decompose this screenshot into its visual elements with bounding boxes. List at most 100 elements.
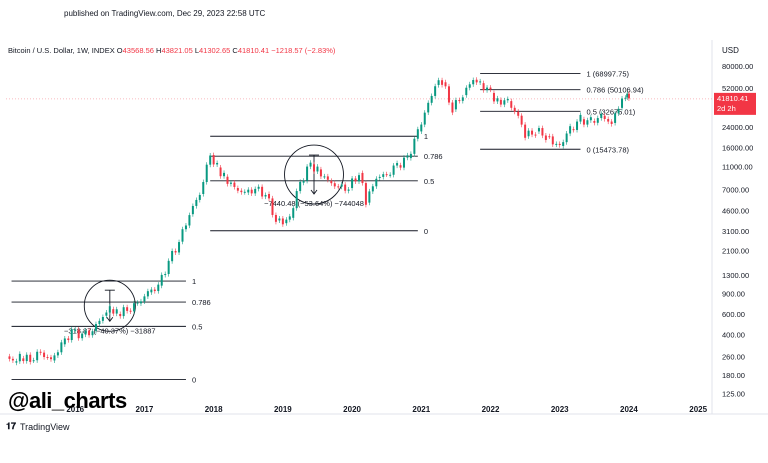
low-key: L xyxy=(194,46,200,55)
candle-body xyxy=(108,306,111,313)
candle-body xyxy=(461,97,464,101)
candle-body xyxy=(171,251,174,262)
candle-body xyxy=(53,355,56,361)
candle-body xyxy=(416,129,419,139)
candle-body xyxy=(167,260,170,275)
candle-body xyxy=(209,155,212,165)
candle-body xyxy=(551,136,554,145)
candle-body xyxy=(164,274,167,276)
candle-body xyxy=(586,120,589,125)
candle-body xyxy=(579,114,582,122)
open-value: 43568.56 xyxy=(122,46,154,55)
close-value: 41810.41 xyxy=(237,46,270,55)
candle-body xyxy=(60,342,63,353)
price-tick-label: 125.00 xyxy=(722,390,745,399)
currency-label: USD xyxy=(722,46,739,55)
candle-body xyxy=(582,119,585,125)
candle-body xyxy=(472,80,475,85)
candle-body xyxy=(558,143,561,146)
candle-body xyxy=(392,165,395,175)
bar-countdown: 2d 2h xyxy=(717,104,736,113)
symbol-name: Bitcoin / U.S. Dollar, 1W, INDEX xyxy=(8,46,115,55)
candle-body xyxy=(150,289,153,293)
candle-body xyxy=(25,354,28,362)
fib-level-label: 0.786 (50106.94) xyxy=(586,86,644,95)
candle-body xyxy=(576,121,579,130)
price-tick-label: 600.00 xyxy=(722,310,745,319)
candle-body xyxy=(157,284,160,292)
candle-body xyxy=(413,138,416,154)
candle-body xyxy=(226,176,229,184)
published-caption: published on TradingView.com, Dec 29, 20… xyxy=(64,9,266,18)
candle-body xyxy=(531,130,534,135)
candle-body xyxy=(216,162,219,165)
candle-body xyxy=(281,218,284,225)
year-tick-label: 2022 xyxy=(482,405,500,414)
candle-body xyxy=(302,180,305,183)
candle-body xyxy=(465,87,468,96)
drop-measure-label: −7440.48 (−53.64%) −744048 xyxy=(264,199,364,208)
candle-body xyxy=(364,183,367,205)
fib-level-label: 0.5 (32675.01) xyxy=(586,107,635,116)
price-tick-label: 24000.00 xyxy=(722,123,753,132)
candle-body xyxy=(49,357,52,360)
candle-body xyxy=(486,87,489,91)
year-tick-label: 2019 xyxy=(274,405,292,414)
candle-body xyxy=(223,172,226,177)
candle-body xyxy=(112,309,115,314)
candle-body xyxy=(105,312,108,316)
candle-body xyxy=(43,352,46,358)
drop-arrow-icon xyxy=(106,316,114,323)
candle-body xyxy=(409,153,412,159)
change-value: −1218.57 (−2.83%) xyxy=(271,46,336,55)
candle-body xyxy=(423,112,426,125)
candle-body xyxy=(119,314,122,317)
candle-body xyxy=(143,296,146,302)
year-tick-label: 2023 xyxy=(551,405,569,414)
close-key: C xyxy=(232,46,238,55)
candle-body xyxy=(129,310,132,312)
candle-body xyxy=(430,95,433,103)
price-tick-label: 1300.00 xyxy=(722,271,749,280)
candle-body xyxy=(624,97,627,99)
candle-body xyxy=(195,199,198,206)
candle-body xyxy=(506,98,509,101)
year-tick-label: 2024 xyxy=(620,405,638,414)
year-tick-label: 2017 xyxy=(136,405,154,414)
drop-measure-label: −318.87 (−40.37%) −31887 xyxy=(64,326,156,335)
year-tick-label: 2021 xyxy=(412,405,430,414)
fib-level-label: 0.786 xyxy=(424,152,443,161)
candle-body xyxy=(344,184,347,191)
candle-body xyxy=(184,225,187,230)
candle-body xyxy=(600,113,603,119)
candle-body xyxy=(565,133,568,143)
candle-body xyxy=(544,135,547,140)
candle-body xyxy=(527,130,530,137)
fib-level-label: 0 (15473.78) xyxy=(586,145,629,154)
highlight-circle xyxy=(284,144,344,205)
candle-body xyxy=(139,301,142,304)
last-price-value: 41810.41 xyxy=(717,94,748,103)
high-value: 43821.05 xyxy=(161,46,193,55)
candle-body xyxy=(309,162,312,167)
candle-body xyxy=(205,164,208,183)
candle-body xyxy=(74,329,77,331)
price-tick-label: 3100.00 xyxy=(722,227,749,236)
candle-body xyxy=(285,219,288,224)
candle-body xyxy=(261,186,264,197)
candle-body xyxy=(219,167,222,177)
candle-body xyxy=(555,143,558,145)
candle-body xyxy=(375,178,378,187)
candle-body xyxy=(319,169,322,177)
candle-body xyxy=(56,352,59,356)
candle-body xyxy=(91,331,94,336)
year-tick-label: 2025 xyxy=(689,405,707,414)
candle-body xyxy=(510,101,513,108)
price-tick-label: 260.00 xyxy=(722,352,745,361)
candle-body xyxy=(513,107,516,112)
year-tick-label: 2020 xyxy=(343,405,361,414)
candle-body xyxy=(562,142,565,146)
candle-body xyxy=(8,356,11,359)
candle-body xyxy=(454,100,457,110)
